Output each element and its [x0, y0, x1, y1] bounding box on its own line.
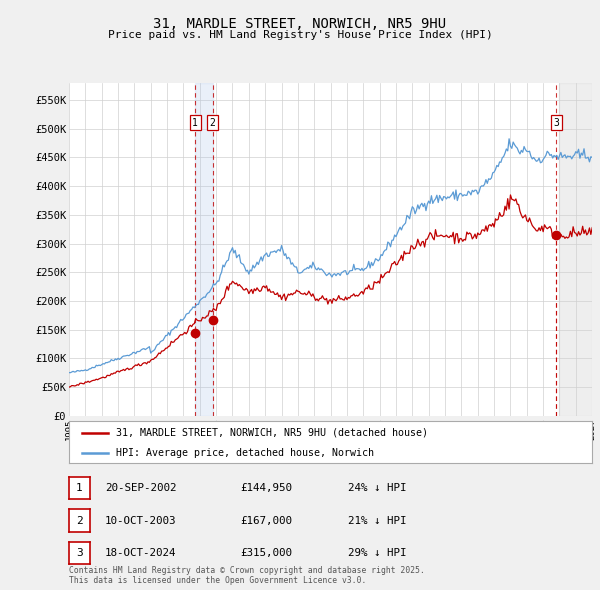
Text: 31, MARDLE STREET, NORWICH, NR5 9HU: 31, MARDLE STREET, NORWICH, NR5 9HU — [154, 17, 446, 31]
Text: 2: 2 — [209, 118, 215, 128]
Text: 24% ↓ HPI: 24% ↓ HPI — [348, 483, 407, 493]
Text: £167,000: £167,000 — [240, 516, 292, 526]
Text: 1: 1 — [76, 483, 83, 493]
Text: £315,000: £315,000 — [240, 548, 292, 558]
Text: 3: 3 — [553, 118, 559, 128]
Text: Contains HM Land Registry data © Crown copyright and database right 2025.
This d: Contains HM Land Registry data © Crown c… — [69, 566, 425, 585]
Text: Price paid vs. HM Land Registry's House Price Index (HPI): Price paid vs. HM Land Registry's House … — [107, 30, 493, 40]
Text: 3: 3 — [76, 548, 83, 558]
Text: 18-OCT-2024: 18-OCT-2024 — [105, 548, 176, 558]
Text: HPI: Average price, detached house, Norwich: HPI: Average price, detached house, Norw… — [116, 448, 374, 457]
Text: 31, MARDLE STREET, NORWICH, NR5 9HU (detached house): 31, MARDLE STREET, NORWICH, NR5 9HU (det… — [116, 428, 428, 438]
Bar — [559, 83, 592, 416]
Text: 2: 2 — [76, 516, 83, 526]
Bar — [195, 83, 212, 416]
Text: 29% ↓ HPI: 29% ↓ HPI — [348, 548, 407, 558]
Text: 1: 1 — [192, 118, 198, 128]
Text: 10-OCT-2003: 10-OCT-2003 — [105, 516, 176, 526]
Text: £144,950: £144,950 — [240, 483, 292, 493]
Text: 20-SEP-2002: 20-SEP-2002 — [105, 483, 176, 493]
Text: 21% ↓ HPI: 21% ↓ HPI — [348, 516, 407, 526]
